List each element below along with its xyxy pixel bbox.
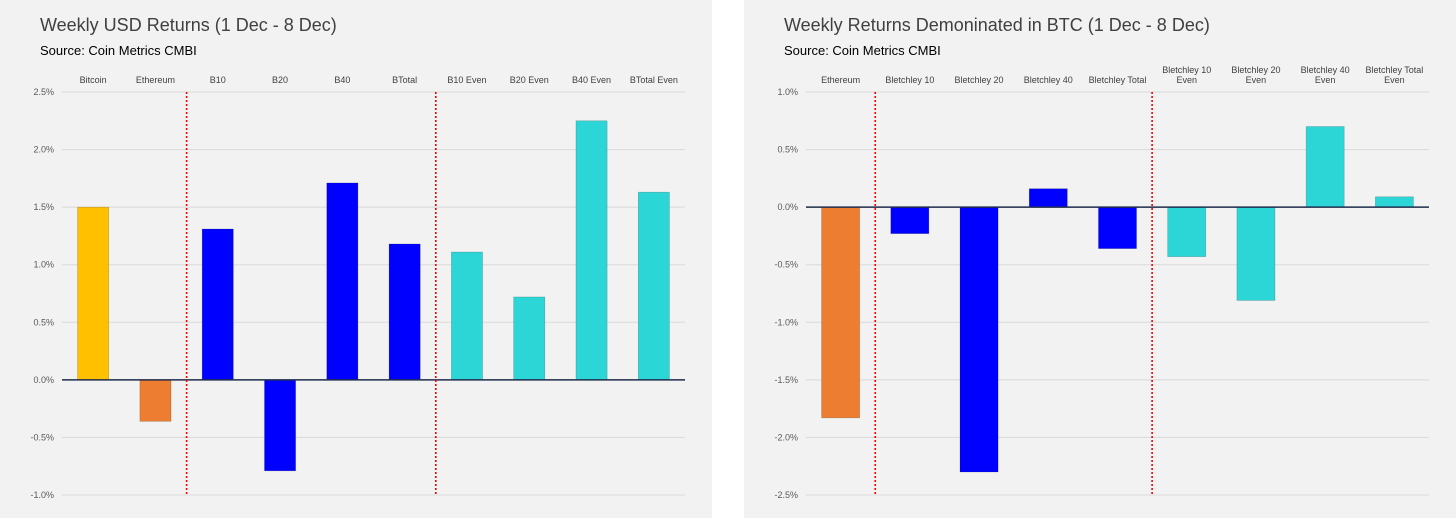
y-tick-label: -2.5% bbox=[774, 490, 798, 500]
y-tick-label: 1.0% bbox=[33, 260, 54, 270]
chart-subtitle: Source: Coin Metrics CMBI bbox=[784, 43, 941, 58]
bar-bletchley-40-even bbox=[1305, 126, 1345, 208]
bar-bletchley-40 bbox=[1028, 188, 1068, 208]
bar-bitcoin bbox=[77, 206, 110, 381]
category-label: BTotal bbox=[392, 75, 417, 85]
y-tick-label: -0.5% bbox=[30, 432, 54, 442]
category-label: Bletchley 10 bbox=[885, 75, 934, 85]
bar-b40 bbox=[326, 182, 359, 381]
category-label: Bletchley 40 Even bbox=[1301, 65, 1350, 85]
category-label: Bletchley Total Even bbox=[1365, 65, 1423, 85]
chart-subtitle: Source: Coin Metrics CMBI bbox=[40, 43, 197, 58]
chart-title: Weekly USD Returns (1 Dec - 8 Dec) bbox=[40, 15, 337, 35]
y-tick-label: 2.5% bbox=[33, 87, 54, 97]
category-label: Bitcoin bbox=[80, 75, 107, 85]
category-label: Ethereum bbox=[136, 75, 175, 85]
category-label: Bletchley Total bbox=[1089, 75, 1147, 85]
bar-bletchley-total bbox=[1098, 206, 1137, 249]
y-tick-label: -1.0% bbox=[774, 317, 798, 327]
y-tick-label: 0.5% bbox=[777, 145, 798, 155]
y-tick-label: 0.5% bbox=[33, 317, 54, 327]
bar-btotal-even bbox=[637, 191, 670, 381]
category-label: B20 Even bbox=[510, 75, 549, 85]
y-tick-label: -1.0% bbox=[30, 490, 54, 500]
category-label: B40 Even bbox=[572, 75, 611, 85]
bar-b10-even bbox=[451, 251, 483, 381]
btc-returns-chart-panel: Weekly Returns Demoninated in BTC (1 Dec… bbox=[744, 0, 1456, 518]
y-tick-label: 1.5% bbox=[33, 202, 54, 212]
chart-title: Weekly Returns Demoninated in BTC (1 Dec… bbox=[784, 15, 1210, 35]
bar-bletchley-20 bbox=[959, 206, 999, 473]
bar-bletchley-10-even bbox=[1167, 206, 1207, 257]
category-label: BTotal Even bbox=[630, 75, 678, 85]
usd-returns-bar-chart: 2.5% 2.0% 1.5% 1.0% 0.5% 0.0% -0.5% -1.0% Bitcoi… bbox=[30, 75, 685, 500]
bar-bletchley-10 bbox=[890, 206, 930, 234]
category-label: B10 bbox=[210, 75, 226, 85]
bar-b40-even bbox=[575, 120, 608, 381]
y-tick-label: 0.0% bbox=[33, 375, 54, 385]
bar-bletchley-total-even bbox=[1375, 196, 1414, 208]
y-tick-label: -1.5% bbox=[774, 375, 798, 385]
y-tick-label: -0.5% bbox=[774, 260, 798, 270]
btc-returns-bar-chart: 1.0% 0.5% 0.0% -0.5% -1.0% -1.5% -2.0% -2.5% Eth… bbox=[774, 65, 1429, 500]
y-tick-label: 2.0% bbox=[33, 145, 54, 155]
bar-ethereum bbox=[139, 379, 172, 422]
bar-ethereum bbox=[821, 206, 860, 419]
bar-btotal bbox=[388, 243, 421, 381]
usd-returns-chart-panel: Weekly USD Returns (1 Dec - 8 Dec) Sourc… bbox=[0, 0, 712, 518]
bar-b10 bbox=[201, 228, 234, 381]
bar-b20 bbox=[264, 379, 296, 472]
bar-b20-even bbox=[513, 296, 546, 381]
category-label: B10 Even bbox=[447, 75, 486, 85]
category-label: B20 bbox=[272, 75, 288, 85]
category-label: Bletchley 10 Even bbox=[1162, 65, 1211, 85]
category-label: Bletchley 20 Even bbox=[1231, 65, 1280, 85]
y-tick-label: 0.0% bbox=[777, 202, 798, 212]
category-label: Bletchley 20 bbox=[955, 75, 1004, 85]
y-tick-label: -2.0% bbox=[774, 432, 798, 442]
category-label: Ethereum bbox=[821, 75, 860, 85]
y-tick-label: 1.0% bbox=[777, 87, 798, 97]
bar-bletchley-20-even bbox=[1236, 206, 1276, 301]
category-label: B40 bbox=[334, 75, 350, 85]
category-label: Bletchley 40 bbox=[1024, 75, 1073, 85]
